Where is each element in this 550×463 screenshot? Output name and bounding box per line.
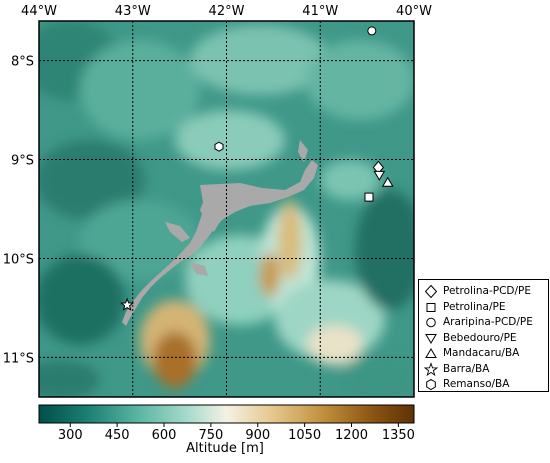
star-marker	[120, 297, 135, 311]
latitude-labels: 8°S 9°S 10°S 11°S	[3, 55, 34, 367]
longitude-label: 41°W	[302, 4, 338, 19]
station-markers	[120, 26, 394, 311]
colorbar	[38, 404, 415, 424]
triangle-up-icon	[425, 348, 437, 358]
latitude-label: 10°S	[3, 252, 34, 267]
circle-marker	[367, 26, 377, 36]
latitude-label: 11°S	[3, 351, 34, 366]
legend-item: Mandacaru/BA	[419, 346, 549, 361]
triangle-down-marker	[373, 170, 386, 181]
station-legend: Petrolina-PCD/PE Petrolina/PE Araripina-…	[418, 279, 549, 392]
colorbar-tick-label: 1200	[335, 428, 368, 443]
legend-label: Araripina-PCD/PE	[443, 316, 533, 328]
legend-item: Barra/BA	[419, 361, 549, 377]
circle-icon	[426, 317, 436, 328]
legend-item: Petrolina/PE	[419, 300, 549, 315]
longitude-label: 42°W	[209, 4, 245, 19]
legend-item: Bebedouro/PE	[419, 331, 549, 346]
colorbar-tick-label: 900	[245, 428, 270, 443]
legend-label: Remanso/BA	[443, 378, 510, 390]
legend-label: Petrolina/PE	[443, 300, 506, 313]
elevation-map	[39, 21, 414, 397]
longitude-label: 43°W	[115, 4, 151, 19]
legend-item: Remanso/BA	[419, 377, 549, 392]
graticule	[39, 21, 414, 397]
colorbar-title: Altitude [m]	[186, 441, 264, 456]
reservoir-area	[122, 140, 318, 326]
colorbar-ticks: 300 450 600 750 900 1050 1200 1350	[58, 423, 415, 443]
diamond-icon	[424, 284, 438, 299]
colorbar-tick-label: 1050	[288, 428, 321, 443]
legend-item: Araripina-PCD/PE	[419, 315, 549, 330]
longitude-label: 40°W	[396, 4, 432, 19]
colorbar-tick-label: 600	[152, 428, 177, 443]
latitude-label: 9°S	[11, 154, 34, 169]
triangle-down-icon	[425, 333, 437, 344]
colorbar-tick-label: 1350	[382, 428, 415, 443]
hexagon-marker	[214, 141, 224, 152]
square-icon	[426, 302, 436, 312]
colorbar-tick-label: 300	[58, 428, 83, 443]
colorbar-tick-label: 450	[105, 428, 130, 443]
latitude-label: 8°S	[11, 55, 34, 70]
hexagon-icon	[426, 378, 436, 391]
colorbar-tick-label: 750	[198, 428, 223, 443]
legend-item: Petrolina-PCD/PE	[419, 284, 549, 299]
longitude-label: 44°W	[21, 4, 57, 19]
legend-label: Barra/BA	[443, 362, 490, 375]
star-icon	[424, 361, 438, 376]
legend-label: Petrolina-PCD/PE	[443, 285, 532, 297]
triangle-up-marker	[381, 176, 394, 187]
square-marker	[364, 192, 374, 202]
legend-label: Bebedouro/PE	[443, 331, 517, 344]
legend-label: Mandacaru/BA	[443, 347, 520, 359]
longitude-labels: 44°W 43°W 42°W 41°W 40°W	[21, 4, 432, 19]
